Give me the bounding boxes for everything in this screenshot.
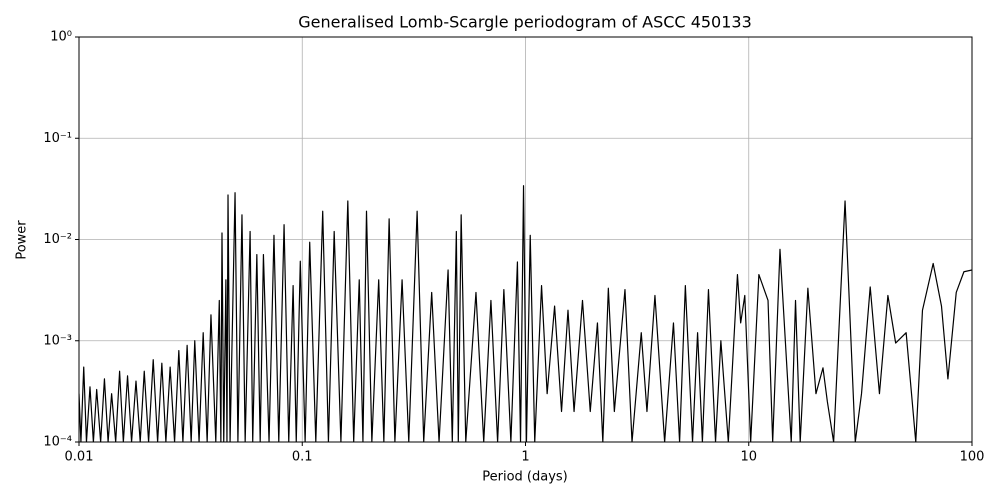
plot-area xyxy=(79,185,972,442)
x-tick-label: 1 xyxy=(521,450,529,465)
y-tick-label: 10⁻² xyxy=(43,232,72,247)
y-tick-label: 10⁻⁴ xyxy=(43,435,72,450)
data-line xyxy=(79,185,972,442)
x-tick-label: 100 xyxy=(960,450,985,465)
y-tick-label: 10⁰ xyxy=(50,30,72,45)
x-tick-label: 10 xyxy=(740,450,757,465)
chart-title: Generalised Lomb-Scargle periodogram of … xyxy=(298,13,752,32)
y-axis-label: Power xyxy=(15,220,30,260)
x-axis-label: Period (days) xyxy=(482,470,568,485)
y-tick-label: 10⁻³ xyxy=(43,333,72,348)
y-tick-label: 10⁻¹ xyxy=(43,131,72,146)
x-tick-label: 0.01 xyxy=(65,450,94,465)
x-tick-label: 0.1 xyxy=(292,450,313,465)
